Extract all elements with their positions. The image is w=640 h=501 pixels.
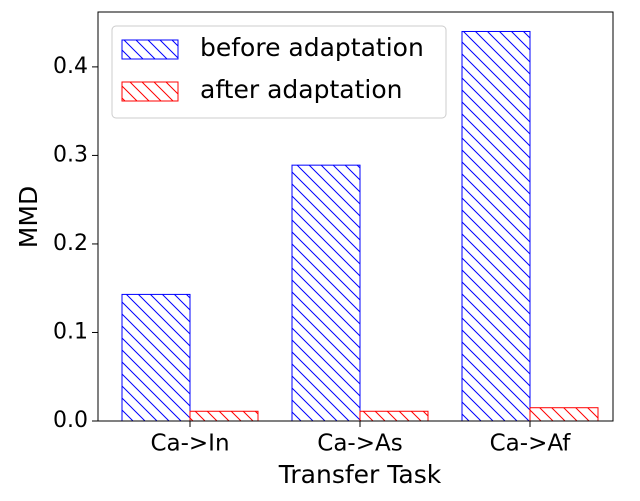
y-tick-label: 0.2 (53, 231, 88, 256)
y-tick-label: 0.3 (53, 142, 88, 167)
bar (189, 410, 259, 422)
y-tick-label: 0.1 (53, 319, 88, 344)
legend-swatch (121, 81, 179, 102)
y-tick-label: 0.0 (53, 408, 88, 433)
bar (121, 293, 191, 422)
legend-frame (111, 25, 447, 119)
y-tick-label: 0.4 (53, 54, 88, 79)
legend-label: before adaptation (200, 33, 424, 62)
x-axis-label: Transfer Task (278, 460, 442, 489)
bar (291, 164, 361, 422)
y-axis-label: MMD (14, 186, 43, 248)
legend-swatch (121, 39, 179, 60)
plot-frame (97, 11, 614, 422)
x-tick-label: Ca->In (150, 431, 229, 457)
bar (359, 410, 429, 422)
x-tick-label: Ca->Af (490, 431, 572, 457)
legend: before adaptation after adaptation (111, 25, 447, 119)
bar (461, 30, 531, 422)
bar (529, 407, 599, 422)
legend-label: after adaptation (200, 75, 402, 104)
x-tick-label: Ca->As (317, 431, 402, 457)
